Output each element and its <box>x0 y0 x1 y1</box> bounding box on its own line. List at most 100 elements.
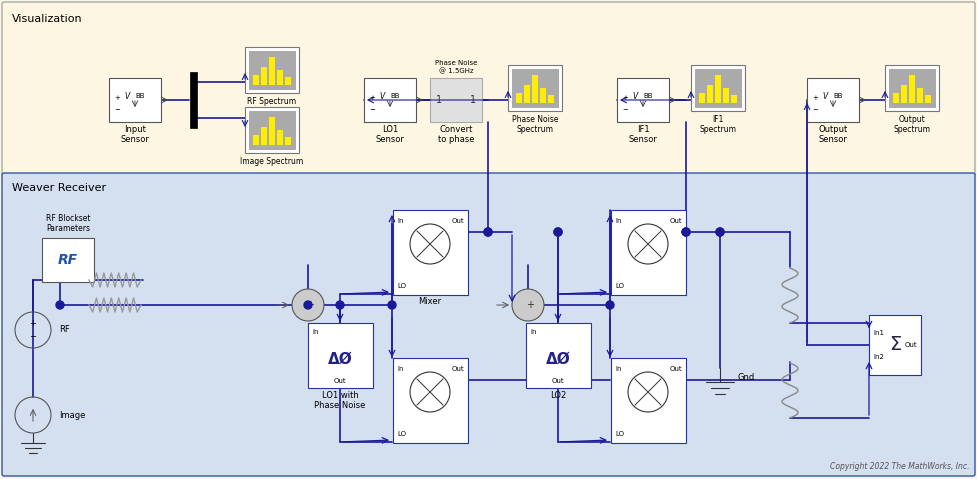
Circle shape <box>682 228 690 236</box>
FancyBboxPatch shape <box>277 130 283 145</box>
Text: RF: RF <box>58 253 78 267</box>
Text: In2: In2 <box>873 354 884 360</box>
Text: V: V <box>632 91 638 101</box>
FancyBboxPatch shape <box>869 315 921 375</box>
FancyBboxPatch shape <box>695 69 741 107</box>
FancyBboxPatch shape <box>707 85 713 103</box>
Text: Out: Out <box>552 378 565 384</box>
Circle shape <box>336 301 344 309</box>
FancyBboxPatch shape <box>393 210 468 295</box>
Text: Phase Noise
Spectrum: Phase Noise Spectrum <box>512 115 558 135</box>
FancyBboxPatch shape <box>253 75 259 85</box>
Text: In: In <box>530 329 536 335</box>
Circle shape <box>56 301 64 309</box>
Text: −: − <box>812 107 818 113</box>
Text: −: − <box>29 332 36 342</box>
Circle shape <box>512 289 544 321</box>
FancyBboxPatch shape <box>261 67 267 85</box>
Text: LO2: LO2 <box>550 391 566 400</box>
Text: BB: BB <box>833 93 843 99</box>
Text: Convert
to phase: Convert to phase <box>438 125 474 144</box>
Text: LO: LO <box>615 431 624 437</box>
Text: −: − <box>369 107 375 113</box>
Text: BB: BB <box>643 93 653 99</box>
Text: IF1
Spectrum: IF1 Spectrum <box>700 115 737 135</box>
Circle shape <box>716 228 724 236</box>
Text: BB: BB <box>135 93 145 99</box>
Text: −: − <box>114 107 120 113</box>
FancyBboxPatch shape <box>2 2 975 176</box>
Circle shape <box>388 301 396 309</box>
Text: 1: 1 <box>470 95 476 105</box>
Text: +: + <box>526 300 534 310</box>
Text: LO: LO <box>397 283 406 289</box>
Text: Out: Out <box>334 378 346 384</box>
FancyBboxPatch shape <box>516 93 522 103</box>
Circle shape <box>292 289 324 321</box>
Text: Output
Sensor: Output Sensor <box>819 125 848 144</box>
FancyBboxPatch shape <box>723 88 729 103</box>
FancyBboxPatch shape <box>532 75 538 103</box>
Text: Image Spectrum: Image Spectrum <box>240 157 304 166</box>
FancyBboxPatch shape <box>253 135 259 145</box>
FancyBboxPatch shape <box>691 65 745 111</box>
FancyBboxPatch shape <box>889 69 935 107</box>
Text: Out: Out <box>669 366 682 372</box>
Circle shape <box>606 301 614 309</box>
Text: Image: Image <box>59 411 85 420</box>
FancyBboxPatch shape <box>508 65 562 111</box>
Text: Out: Out <box>669 218 682 224</box>
Text: In: In <box>312 329 319 335</box>
FancyBboxPatch shape <box>917 88 923 103</box>
Text: Visualization: Visualization <box>12 14 83 24</box>
Text: −: − <box>622 107 628 113</box>
Text: +: + <box>369 95 375 101</box>
FancyBboxPatch shape <box>109 78 161 122</box>
FancyBboxPatch shape <box>925 94 931 103</box>
Text: RF: RF <box>59 326 69 334</box>
FancyBboxPatch shape <box>285 77 291 85</box>
FancyBboxPatch shape <box>807 78 859 122</box>
FancyBboxPatch shape <box>893 93 899 103</box>
FancyBboxPatch shape <box>42 238 94 282</box>
FancyBboxPatch shape <box>909 75 915 103</box>
FancyBboxPatch shape <box>611 358 686 443</box>
Text: +: + <box>114 95 120 101</box>
FancyBboxPatch shape <box>190 72 197 128</box>
Text: Weaver Receiver: Weaver Receiver <box>12 183 106 193</box>
FancyBboxPatch shape <box>540 88 546 103</box>
Circle shape <box>484 228 492 236</box>
Text: ΔØ: ΔØ <box>327 352 353 366</box>
Text: Σ: Σ <box>889 335 901 354</box>
Circle shape <box>304 301 312 309</box>
Text: In: In <box>615 366 621 372</box>
Text: Out: Out <box>451 366 464 372</box>
Text: BB: BB <box>390 93 400 99</box>
FancyBboxPatch shape <box>285 137 291 145</box>
Text: LO: LO <box>615 283 624 289</box>
FancyBboxPatch shape <box>548 94 554 103</box>
Text: RF Blockset
Parameters: RF Blockset Parameters <box>46 214 90 233</box>
FancyBboxPatch shape <box>261 127 267 145</box>
Text: +: + <box>812 95 818 101</box>
Circle shape <box>554 228 562 236</box>
Text: LO: LO <box>397 431 406 437</box>
FancyBboxPatch shape <box>430 78 482 122</box>
FancyBboxPatch shape <box>2 173 975 476</box>
Text: In1: In1 <box>873 330 884 336</box>
FancyBboxPatch shape <box>364 78 416 122</box>
FancyBboxPatch shape <box>885 65 939 111</box>
FancyBboxPatch shape <box>715 75 721 103</box>
Text: +: + <box>306 300 314 310</box>
Text: ΔØ: ΔØ <box>545 352 571 366</box>
Text: In: In <box>397 218 404 224</box>
Circle shape <box>554 228 562 236</box>
Text: IF1
Sensor: IF1 Sensor <box>628 125 658 144</box>
Text: V: V <box>124 91 130 101</box>
FancyBboxPatch shape <box>393 358 468 443</box>
Text: Input
Sensor: Input Sensor <box>120 125 149 144</box>
Text: LO1 with
Phase Noise: LO1 with Phase Noise <box>315 391 365 411</box>
FancyBboxPatch shape <box>901 85 907 103</box>
Text: Mixer: Mixer <box>418 297 442 306</box>
Text: Copyright 2022 The MathWorks, Inc.: Copyright 2022 The MathWorks, Inc. <box>829 462 969 471</box>
